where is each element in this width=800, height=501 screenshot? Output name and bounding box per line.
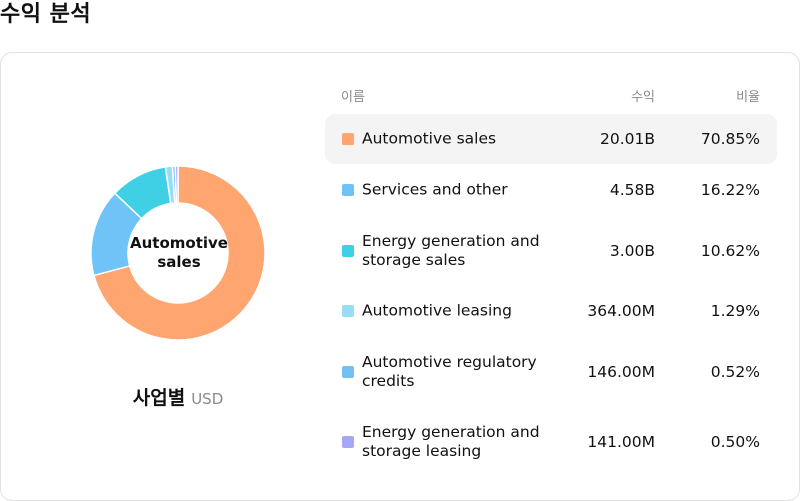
row-revenue: 20.01B: [599, 130, 655, 148]
row-revenue: 141.00M: [587, 433, 655, 451]
row-revenue: 146.00M: [587, 363, 655, 381]
row-name: Automotive regulatory credits: [362, 353, 537, 390]
row-revenue: 364.00M: [587, 302, 655, 320]
donut-chart: Automotive sales: [91, 165, 265, 341]
table-row[interactable]: Energy generation and storage leasing 14…: [325, 416, 777, 468]
table-row[interactable]: Automotive regulatory credits 146.00M 0.…: [325, 346, 777, 398]
legend-swatch: [342, 245, 354, 257]
header-name: 이름: [341, 90, 365, 105]
row-ratio: 16.22%: [700, 181, 760, 199]
row-name: Energy generation and storage sales: [362, 232, 540, 269]
row-revenue: 3.00B: [609, 242, 655, 260]
legend-swatch: [342, 366, 354, 378]
table-header: 이름 수익 비율: [325, 86, 777, 106]
row-ratio: 1.29%: [710, 302, 760, 320]
table-row[interactable]: Automotive sales 20.01B 70.85%: [325, 114, 777, 164]
row-name: Automotive leasing: [362, 301, 512, 320]
donut-center-label: Automotive sales: [130, 234, 228, 271]
row-name: Automotive sales: [362, 129, 497, 148]
row-name: Services and other: [362, 180, 508, 199]
donut-chart-svg: [91, 165, 265, 341]
revenue-analysis-card: Automotive sales 사업별 USD 이름 수익 비율 Automot…: [0, 52, 800, 501]
legend-swatch: [342, 133, 354, 145]
table-row[interactable]: Services and other 4.58B 16.22%: [325, 165, 777, 215]
legend-swatch: [342, 436, 354, 448]
row-name: Energy generation and storage leasing: [362, 423, 540, 460]
caption-title: 사업별: [132, 387, 186, 409]
caption-unit: USD: [191, 390, 224, 408]
row-revenue: 4.58B: [609, 181, 655, 199]
row-ratio: 0.50%: [710, 433, 760, 451]
header-ratio: 비율: [736, 90, 760, 105]
table-row[interactable]: Energy generation and storage sales 3.00…: [325, 225, 777, 277]
chart-caption: 사업별 USD: [1, 383, 355, 410]
table-row[interactable]: Automotive leasing 364.00M 1.29%: [325, 286, 777, 336]
row-ratio: 10.62%: [700, 242, 760, 260]
header-revenue: 수익: [631, 90, 655, 105]
donut-slice[interactable]: [174, 165, 179, 204]
row-ratio: 70.85%: [700, 130, 760, 148]
page-title: 수익 분석: [0, 2, 92, 27]
legend-swatch: [342, 305, 354, 317]
row-ratio: 0.52%: [710, 363, 760, 381]
donut-slice[interactable]: [93, 165, 265, 341]
legend-swatch: [342, 184, 354, 196]
